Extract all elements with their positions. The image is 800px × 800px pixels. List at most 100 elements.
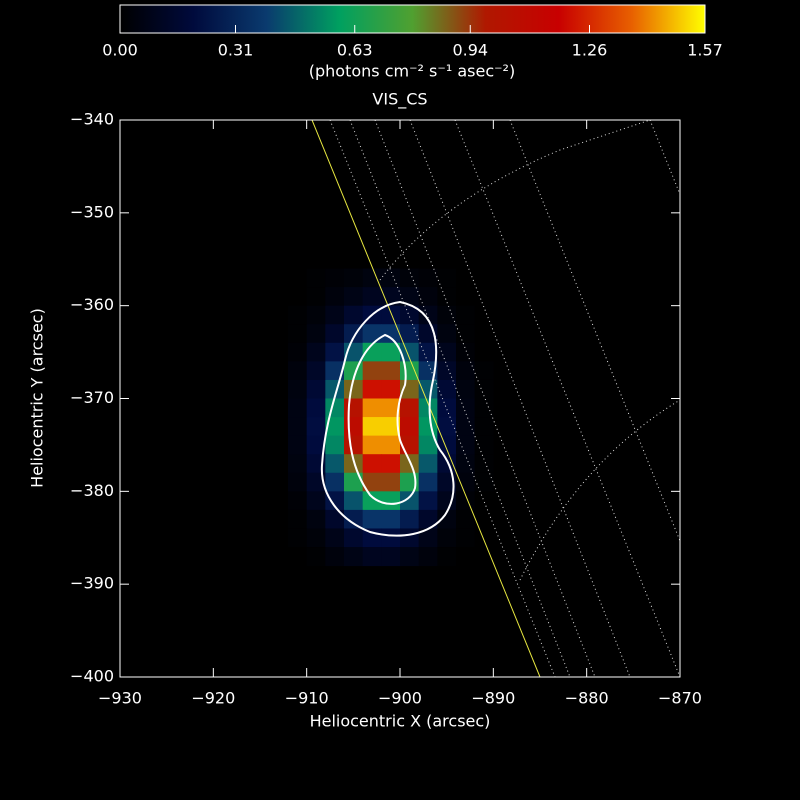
heatmap-cell <box>400 324 420 344</box>
heatmap-cell <box>418 342 438 362</box>
heatmap-cell <box>344 528 364 548</box>
colorbar-tick-label: 1.57 <box>687 41 723 60</box>
heatmap-cell <box>400 417 420 437</box>
heatmap-cell <box>362 472 382 492</box>
heatmap-cell <box>325 528 345 548</box>
heatmap-cell <box>437 472 457 492</box>
heatmap-cell <box>456 454 476 474</box>
heatmap-cell <box>400 287 420 307</box>
colorbar-tick-label: 0.63 <box>337 41 373 60</box>
heatmap-cell <box>362 379 382 399</box>
heatmap-cell <box>474 472 494 492</box>
heatmap-cell <box>325 417 345 437</box>
heatmap <box>288 268 494 567</box>
heatmap-cell <box>437 342 457 362</box>
heatmap-cell <box>381 472 401 492</box>
heatmap-cell <box>306 547 326 567</box>
heatmap-cell <box>288 435 308 455</box>
chart-title: VIS_CS <box>372 90 427 110</box>
heatmap-cell <box>456 547 476 567</box>
heatmap-cell <box>344 417 364 437</box>
contours <box>320 300 455 537</box>
heatmap-cell <box>400 491 420 511</box>
heatmap-cell <box>288 268 308 288</box>
heatmap-cell <box>474 342 494 362</box>
heatmap-cell <box>418 547 438 567</box>
heatmap-cell <box>344 491 364 511</box>
heatmap-cell <box>437 509 457 529</box>
heatmap-cell <box>381 435 401 455</box>
heatmap-cell <box>400 398 420 418</box>
heatmap-cell <box>474 361 494 381</box>
heatmap-cell <box>456 342 476 362</box>
heatmap-cell <box>362 398 382 418</box>
heatmap-cell <box>362 361 382 381</box>
overlay <box>311 120 680 677</box>
y-tick-label: −370 <box>70 388 114 407</box>
heatmap-cell <box>381 528 401 548</box>
heatmap-cell <box>325 435 345 455</box>
heatmap-cell <box>474 398 494 418</box>
heatmap-cell <box>474 435 494 455</box>
heatmap-cell <box>474 491 494 511</box>
heatmap-cell <box>418 454 438 474</box>
heatmap-cell <box>456 509 476 529</box>
heatmap-cell <box>344 454 364 474</box>
heatmap-cell <box>418 491 438 511</box>
heatmap-cell <box>400 361 420 381</box>
heatmap-cell <box>362 342 382 362</box>
x-axis-label: Heliocentric X (arcsec) <box>310 712 491 731</box>
heatmap-cell <box>456 398 476 418</box>
colorbar-tick-label: 0.94 <box>452 41 488 60</box>
heatmap-cell <box>437 268 457 288</box>
heatmap-cell <box>306 305 326 325</box>
heatmap-cell <box>288 287 308 307</box>
heatmap-cell <box>306 509 326 529</box>
heatmap-cell <box>362 324 382 344</box>
heatmap-cell <box>400 268 420 288</box>
heatmap-cell <box>456 287 476 307</box>
solar-limb <box>311 120 541 677</box>
heatmap-cell <box>437 379 457 399</box>
y-tick-label: −340 <box>70 110 114 129</box>
x-tick-label: −930 <box>98 689 142 708</box>
x-tick-label: −870 <box>658 689 702 708</box>
heatmap-cell <box>362 509 382 529</box>
heatmap-cell <box>474 454 494 474</box>
heatmap-cell <box>288 342 308 362</box>
heatmap-cell <box>456 268 476 288</box>
y-tick-label: −380 <box>70 481 114 500</box>
heatmap-cell <box>306 398 326 418</box>
heatmap-cell <box>474 324 494 344</box>
heatmap-cell <box>381 379 401 399</box>
heatmap-cell <box>456 305 476 325</box>
heatmap-cell <box>437 547 457 567</box>
heatmap-cell <box>344 268 364 288</box>
heatmap-cell <box>288 305 308 325</box>
heatmap-cell <box>362 268 382 288</box>
heatmap-cell <box>306 287 326 307</box>
heatmap-cell <box>437 454 457 474</box>
heatmap-cell <box>325 268 345 288</box>
heatmap-cell <box>288 454 308 474</box>
heatmap-cell <box>325 287 345 307</box>
heatmap-cell <box>456 435 476 455</box>
y-tick-label: −360 <box>70 295 114 314</box>
heatmap-cell <box>456 379 476 399</box>
heatmap-cell <box>437 287 457 307</box>
x-tick-label: −890 <box>471 689 515 708</box>
heatmap-cell <box>474 417 494 437</box>
heatmap-cell <box>474 305 494 325</box>
heatmap-cell <box>418 398 438 418</box>
heatmap-cell <box>437 398 457 418</box>
heatmap-cell <box>418 509 438 529</box>
heatmap-cell <box>437 528 457 548</box>
heatmap-cell <box>306 324 326 344</box>
x-tick-label: −920 <box>191 689 235 708</box>
heatmap-cell <box>400 547 420 567</box>
heatmap-cell <box>306 268 326 288</box>
heatmap-cell <box>306 361 326 381</box>
heatmap-cell <box>400 509 420 529</box>
heatmap-cell <box>437 324 457 344</box>
